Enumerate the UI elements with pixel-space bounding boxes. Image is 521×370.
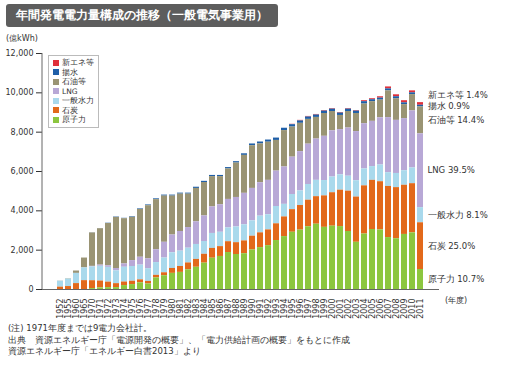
svg-text:1971: 1971 bbox=[96, 298, 106, 319]
svg-text:1974: 1974 bbox=[120, 298, 130, 319]
html-text:(億kWh): (億kWh) bbox=[6, 34, 38, 43]
svg-text:2,000: 2,000 bbox=[11, 246, 34, 255]
html-text:資源エネルギー庁「エネルギー白書2013」より: 資源エネルギー庁「エネルギー白書2013」より bbox=[8, 346, 201, 356]
svg-text:1991: 1991 bbox=[256, 298, 266, 319]
svg-text:10,000: 10,000 bbox=[6, 88, 34, 97]
svg-text:1990: 1990 bbox=[248, 298, 258, 319]
svg-text:LNG 39.5%: LNG 39.5% bbox=[428, 165, 475, 175]
svg-text:1987: 1987 bbox=[224, 298, 234, 319]
svg-text:2011: 2011 bbox=[416, 299, 425, 319]
svg-text:2006: 2006 bbox=[376, 298, 386, 319]
svg-text:1960: 1960 bbox=[72, 298, 82, 319]
html-text:出典 資源エネルギー庁「電源開発の概要」、「電力供給計画の概: 出典 資源エネルギー庁「電源開発の概要」、「電力供給計画の概要」をもとに作成 bbox=[8, 334, 350, 345]
svg-text:2007: 2007 bbox=[384, 298, 394, 319]
svg-text:1984: 1984 bbox=[200, 298, 210, 319]
svg-text:2003: 2003 bbox=[352, 298, 362, 319]
svg-text:原子力 10.7%: 原子力 10.7% bbox=[428, 274, 485, 284]
svg-text:2005: 2005 bbox=[368, 298, 378, 319]
svg-text:1981: 1981 bbox=[176, 298, 186, 319]
svg-text:一般水力 8.1%: 一般水力 8.1% bbox=[428, 210, 488, 220]
svg-text:1977: 1977 bbox=[144, 298, 154, 319]
svg-text:2000: 2000 bbox=[328, 298, 338, 319]
svg-text:新エネ等 1.4%: 新エネ等 1.4% bbox=[428, 90, 488, 100]
svg-text:1970: 1970 bbox=[88, 298, 98, 319]
svg-text:1976: 1976 bbox=[136, 298, 146, 319]
svg-text:1982: 1982 bbox=[184, 298, 194, 319]
svg-text:石油等 14.4%: 石油等 14.4% bbox=[428, 115, 485, 125]
svg-text:1986: 1986 bbox=[216, 298, 226, 319]
html-text:原子力: 原子力 bbox=[62, 115, 86, 124]
html-text:(注) 1971年度までは9電力会社計。: (注) 1971年度までは9電力会社計。 bbox=[8, 323, 153, 333]
svg-text:1993: 1993 bbox=[272, 298, 282, 319]
svg-text:4,000: 4,000 bbox=[11, 206, 34, 215]
svg-text:1979: 1979 bbox=[160, 298, 170, 319]
svg-text:2008: 2008 bbox=[392, 298, 402, 319]
svg-text:2002: 2002 bbox=[344, 298, 354, 319]
svg-text:6,000: 6,000 bbox=[11, 167, 34, 176]
svg-text:1996: 1996 bbox=[296, 298, 306, 319]
svg-text:0: 0 bbox=[28, 285, 33, 294]
svg-text:1965: 1965 bbox=[80, 298, 90, 319]
svg-text:1995: 1995 bbox=[288, 298, 298, 319]
html-text:LNG: LNG bbox=[62, 86, 78, 96]
svg-text:1998: 1998 bbox=[312, 298, 322, 319]
svg-text:1992: 1992 bbox=[264, 298, 274, 319]
html-text:年間発電電力量構成の推移（一般電気事業用）: 年間発電電力量構成の推移（一般電気事業用） bbox=[16, 8, 268, 22]
html-text:石油等: 石油等 bbox=[62, 77, 86, 86]
svg-text:揚水 0.9%: 揚水 0.9% bbox=[428, 101, 470, 111]
svg-text:1973: 1973 bbox=[112, 298, 122, 319]
svg-text:1999: 1999 bbox=[320, 298, 330, 319]
html-text:揚水: 揚水 bbox=[62, 67, 78, 77]
svg-text:1955: 1955 bbox=[64, 298, 74, 319]
svg-text:2009: 2009 bbox=[400, 298, 410, 319]
svg-text:2010: 2010 bbox=[408, 298, 418, 319]
svg-text:2004: 2004 bbox=[360, 298, 370, 319]
svg-text:1975: 1975 bbox=[128, 298, 138, 319]
svg-text:1989: 1989 bbox=[240, 298, 250, 319]
svg-text:1994: 1994 bbox=[280, 298, 290, 319]
svg-text:8,000: 8,000 bbox=[11, 128, 34, 137]
html-text:一般水力: 一般水力 bbox=[62, 96, 94, 105]
svg-text:1985: 1985 bbox=[208, 298, 218, 319]
svg-text:1980: 1980 bbox=[168, 298, 178, 319]
svg-text:1997: 1997 bbox=[304, 298, 314, 319]
html-text:石炭: 石炭 bbox=[62, 105, 78, 115]
svg-text:1952: 1952 bbox=[56, 298, 66, 319]
svg-text:2001: 2001 bbox=[336, 298, 346, 319]
svg-text:石炭 25.0%: 石炭 25.0% bbox=[428, 241, 476, 251]
svg-text:12,000: 12,000 bbox=[6, 49, 34, 58]
svg-text:1988: 1988 bbox=[232, 298, 242, 319]
svg-text:1972: 1972 bbox=[104, 298, 114, 319]
svg-text:1978: 1978 bbox=[152, 298, 162, 319]
svg-text:1983: 1983 bbox=[192, 298, 202, 319]
html-text:(年度): (年度) bbox=[445, 296, 468, 305]
html-text:新エネ等: 新エネ等 bbox=[62, 58, 94, 67]
